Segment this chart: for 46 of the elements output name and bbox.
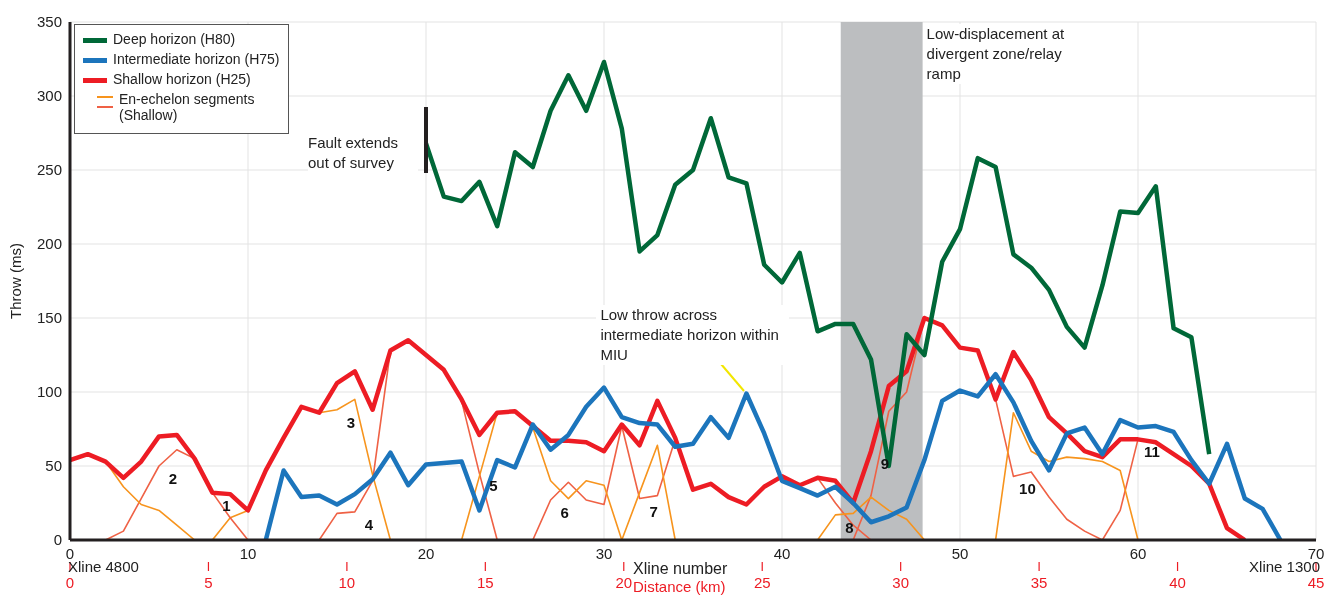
x2-axis-title: Distance (km)	[633, 578, 726, 595]
x2-tick-label: 0	[65, 574, 75, 591]
x-tick-label: 50	[951, 544, 969, 562]
x-tick-label: 10	[239, 544, 257, 562]
legend-label: En-echelon segments (Shallow)	[119, 91, 256, 123]
x2-tick-label: 20	[615, 574, 633, 591]
x2-tick-label: 45	[1307, 574, 1325, 591]
annotation: Fault extends out of survey	[308, 133, 418, 174]
x2-tick-label: 15	[476, 574, 494, 591]
annotation: 10	[1018, 480, 1037, 498]
legend-label: Deep horizon (H80)	[113, 31, 236, 47]
x-tick-label: 70	[1307, 544, 1325, 562]
y-tick-label: 250	[36, 161, 62, 179]
annotation: 6	[559, 504, 570, 522]
x-tick-label: 0	[65, 544, 75, 562]
legend-label: Shallow horizon (H25)	[113, 71, 251, 87]
y-tick-label: 0	[53, 531, 62, 549]
annotation: Low throw across intermediate horizon within MIU	[596, 305, 790, 366]
y-tick-label: 200	[36, 235, 62, 253]
legend-label: Intermediate horizon (H75)	[113, 51, 280, 67]
y-tick-label: 300	[36, 87, 62, 105]
annotation: 11	[1143, 443, 1161, 461]
y-axis-title: Throw (ms)	[7, 243, 25, 319]
x-tick-label: 60	[1129, 544, 1147, 562]
x-tick-label: 20	[417, 544, 435, 562]
y-tick-label: 350	[36, 13, 62, 31]
x2-tick-label: 40	[1169, 574, 1186, 591]
annotation: 5	[488, 477, 499, 495]
annotation: 3	[345, 413, 357, 431]
annotation: 4	[363, 515, 374, 533]
annotation: 8	[844, 518, 855, 536]
x2-tick-label: 10	[338, 574, 356, 591]
x2-tick-label: 35	[1030, 574, 1048, 591]
y-tick-label: 100	[36, 383, 62, 401]
annotation: 1	[221, 496, 232, 514]
x2-tick-label: 25	[753, 574, 771, 591]
x2-tick-label: 5	[204, 574, 213, 591]
x-axis-title: Xline number	[633, 560, 728, 578]
x-tick-label: 40	[773, 544, 791, 562]
x-tick-label: 30	[595, 544, 613, 562]
band-label: Low-displacement at divergent zone/relay ramp	[926, 24, 1092, 84]
annotation: 2	[167, 470, 179, 487]
y-tick-label: 150	[36, 309, 62, 327]
annotation: 7	[648, 502, 659, 520]
y-tick-label: 50	[45, 457, 62, 475]
x2-tick-label: 30	[892, 574, 910, 591]
